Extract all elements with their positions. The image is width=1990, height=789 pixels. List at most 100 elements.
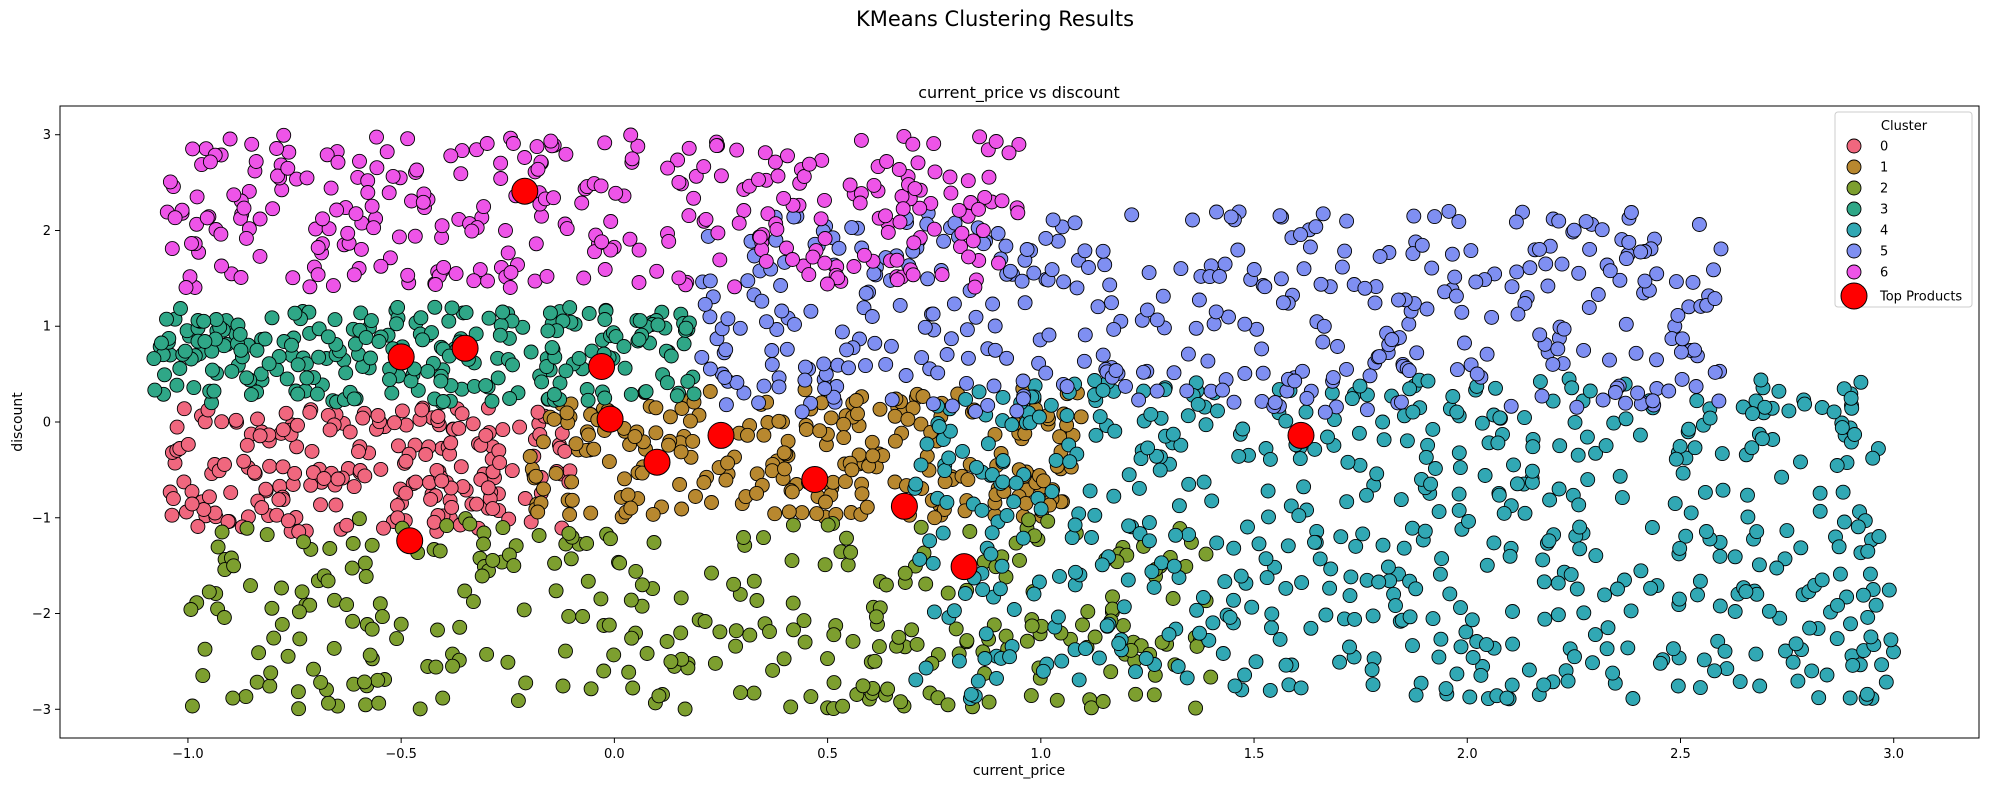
cluster-5-point: [1706, 262, 1721, 278]
cluster-6-point: [770, 168, 786, 184]
cluster-4-point: [1231, 448, 1247, 464]
cluster-4-point: [1829, 631, 1845, 647]
cluster-3-point: [146, 351, 162, 367]
cluster-5-point: [1674, 331, 1690, 347]
cluster-4-point: [1323, 561, 1339, 577]
cluster-1-point: [767, 506, 783, 522]
cluster-4-point: [1138, 651, 1154, 666]
cluster-2-point: [479, 646, 495, 662]
cluster-3-point: [617, 360, 633, 376]
cluster-0-point: [236, 453, 252, 469]
cluster-2-point: [893, 694, 909, 710]
cluster-5-point: [1590, 287, 1606, 302]
cluster-5-point: [1371, 349, 1387, 365]
cluster-4-point: [1452, 460, 1468, 476]
cluster-5-point: [1223, 209, 1239, 225]
cluster-5-point: [844, 220, 860, 236]
cluster-6-point: [464, 223, 480, 239]
cluster-5-point: [694, 349, 710, 365]
cluster-4-point: [1502, 548, 1518, 564]
cluster-5-point: [1391, 292, 1406, 308]
cluster-2-point: [249, 674, 265, 690]
cluster-5-point: [1257, 279, 1273, 295]
cluster-5-point: [1463, 243, 1479, 259]
cluster-5-point: [1077, 243, 1093, 259]
cluster-2-point: [412, 701, 428, 717]
cluster-1-point: [720, 455, 736, 471]
cluster-4-point: [1264, 620, 1279, 636]
cluster-4-point: [1570, 447, 1586, 463]
cluster-2-point: [948, 621, 964, 637]
cluster-3-point: [309, 386, 325, 402]
cluster-1-point: [844, 462, 860, 478]
cluster-6-point: [529, 139, 545, 155]
cluster-0-point: [408, 474, 424, 490]
cluster-6-point: [199, 210, 215, 226]
cluster-6-point: [967, 279, 983, 295]
cluster-4-point: [1067, 517, 1083, 533]
cluster-2-point: [1040, 513, 1056, 529]
cluster-4-point: [1819, 667, 1835, 683]
cluster-2-point: [210, 539, 226, 555]
cluster-4-point: [1612, 468, 1628, 484]
cluster-3-point: [680, 373, 696, 389]
cluster-5-point: [1510, 306, 1526, 322]
cluster-6-point: [608, 185, 624, 201]
cluster-4-point: [1227, 678, 1243, 694]
cluster-4-point: [1614, 490, 1630, 506]
cluster-2-point: [197, 641, 213, 657]
cluster-2-point: [290, 684, 306, 700]
cluster-2-point: [291, 701, 307, 717]
cluster-2-point: [183, 602, 199, 617]
cluster-0-point: [355, 410, 371, 426]
cluster-4-point: [925, 555, 941, 571]
cluster-1-point: [535, 434, 551, 450]
cluster-4-point: [1251, 536, 1267, 552]
cluster-4-point: [1860, 543, 1876, 559]
cluster-1-point: [872, 401, 888, 417]
cluster-6-point: [927, 164, 943, 180]
cluster-4-point: [1517, 410, 1532, 426]
cluster-2-point: [259, 527, 275, 543]
cluster-4-point: [1564, 380, 1580, 396]
cluster-2-point: [762, 624, 777, 640]
cluster-4-point: [1173, 437, 1189, 453]
legend-marker: [1846, 264, 1862, 280]
cluster-5-point: [740, 273, 756, 289]
cluster-4-point: [1620, 640, 1636, 656]
cluster-5-point: [1106, 321, 1122, 337]
cluster-1-point: [522, 449, 538, 464]
cluster-5-point: [779, 341, 795, 357]
cluster-4-point: [1107, 423, 1123, 439]
cluster-6-point: [503, 265, 519, 280]
cluster-5-point: [1633, 244, 1649, 260]
cluster-6-point: [660, 160, 676, 176]
cluster-3-point: [177, 343, 193, 359]
cluster-0-point: [271, 492, 287, 508]
cluster-5-point: [718, 397, 734, 413]
cluster-4-point: [1402, 381, 1418, 397]
cluster-4-point: [1754, 431, 1770, 447]
cluster-4-point: [1853, 374, 1869, 390]
cluster-4-point: [1364, 662, 1380, 678]
cluster-6-point: [971, 201, 986, 217]
cluster-5-point: [1149, 383, 1165, 399]
cluster-6-point: [631, 275, 647, 290]
cluster-4-point: [1166, 558, 1182, 574]
cluster-2-point: [263, 665, 279, 681]
cluster-4-point: [1831, 539, 1847, 555]
cluster-4-point: [1094, 557, 1110, 573]
cluster-3-point: [384, 385, 400, 401]
cluster-3-point: [580, 392, 596, 408]
cluster-5-point: [1337, 243, 1353, 259]
cluster-4-point: [1740, 487, 1755, 503]
cluster-2-point: [555, 678, 571, 694]
cluster-4-point: [1442, 586, 1458, 602]
cluster-4-point: [1035, 663, 1051, 679]
cluster-5-point: [864, 309, 880, 324]
cluster-4-point: [1396, 540, 1412, 556]
cluster-4-point: [1405, 404, 1421, 420]
cluster-5-point: [1131, 392, 1147, 408]
cluster-2-point: [558, 643, 573, 659]
cluster-5-point: [1517, 296, 1533, 311]
